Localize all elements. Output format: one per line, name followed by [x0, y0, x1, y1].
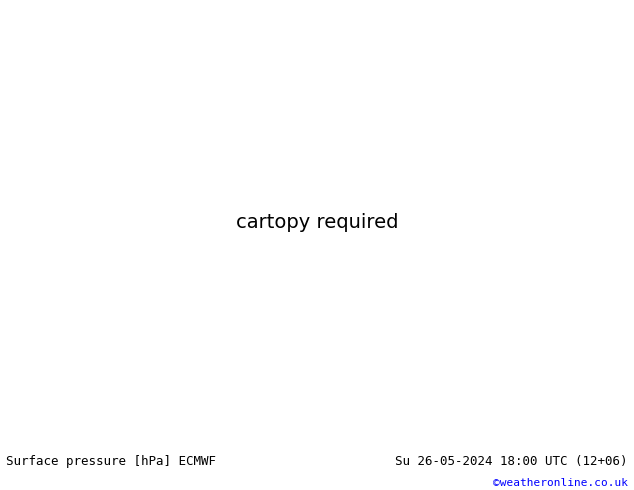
- Text: cartopy required: cartopy required: [236, 214, 398, 232]
- Text: Su 26-05-2024 18:00 UTC (12+06): Su 26-05-2024 18:00 UTC (12+06): [395, 455, 628, 468]
- Text: ©weatheronline.co.uk: ©weatheronline.co.uk: [493, 478, 628, 489]
- Text: Surface pressure [hPa] ECMWF: Surface pressure [hPa] ECMWF: [6, 455, 216, 468]
